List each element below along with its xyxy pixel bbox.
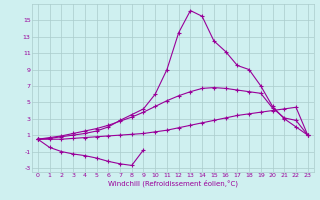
X-axis label: Windchill (Refroidissement éolien,°C): Windchill (Refroidissement éolien,°C) [108, 180, 238, 187]
